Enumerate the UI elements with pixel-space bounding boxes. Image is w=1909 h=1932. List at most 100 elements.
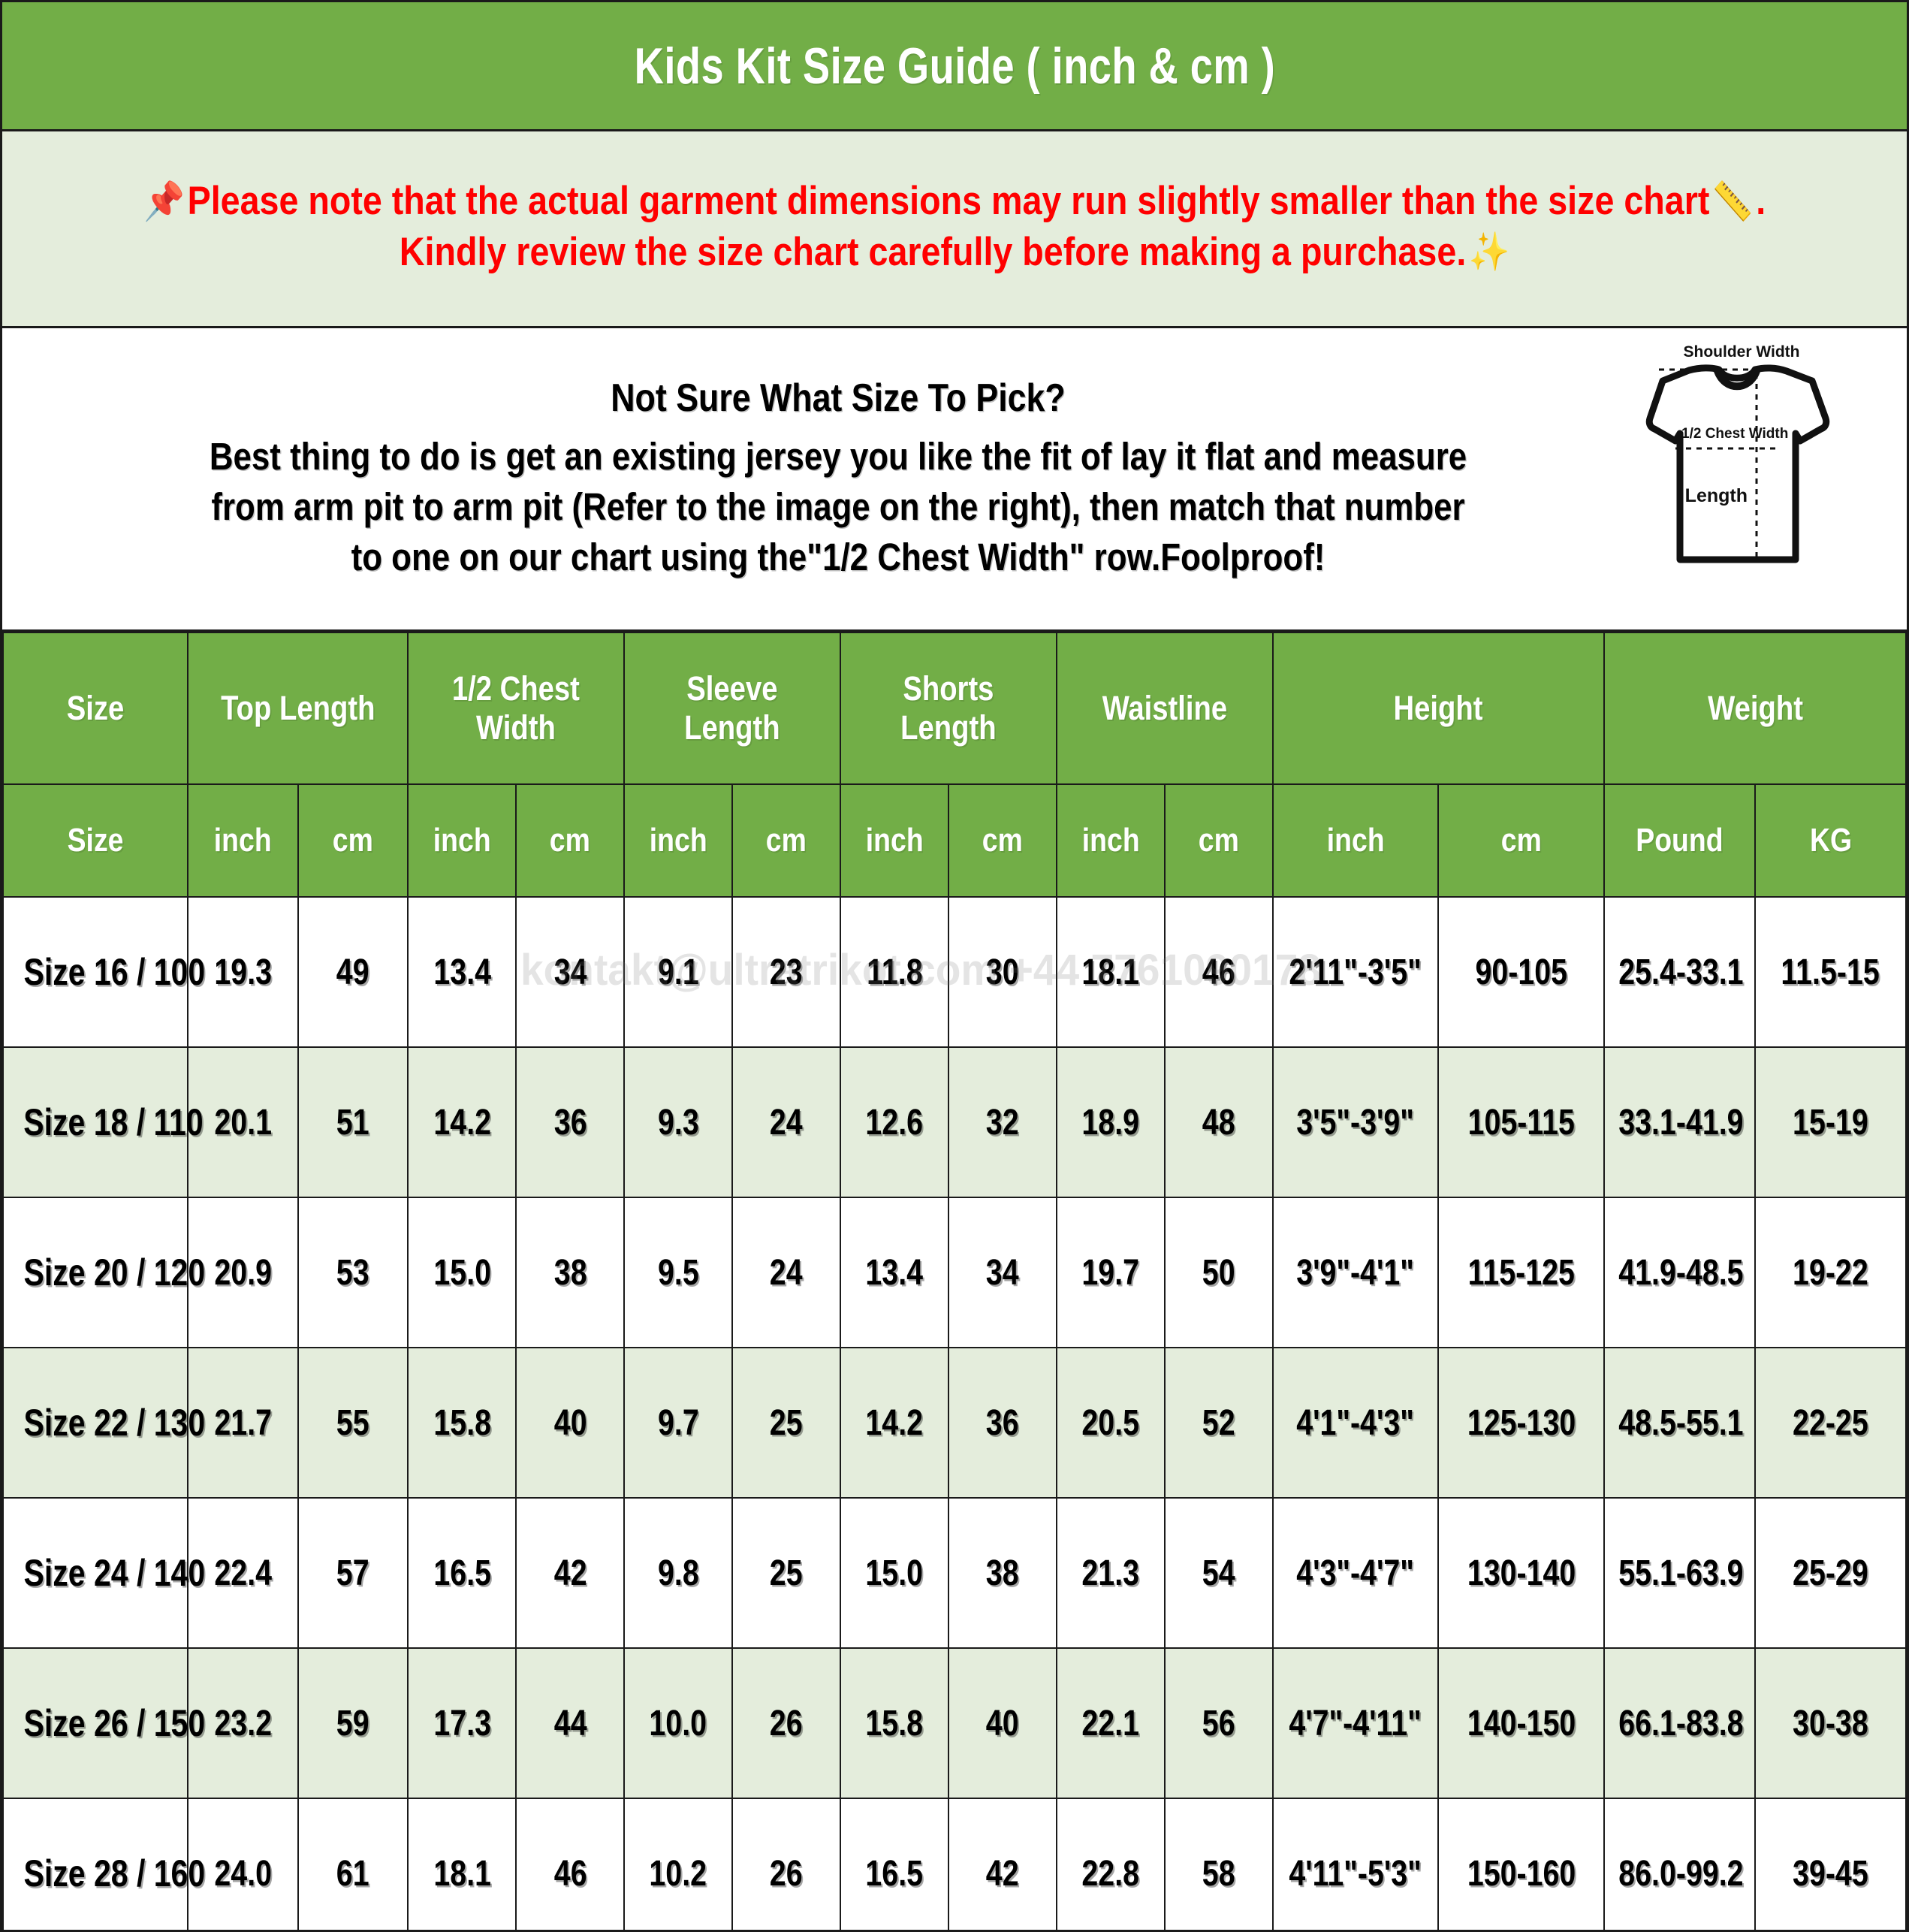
table-cell-value: 46	[1202, 952, 1235, 992]
table-unit-header-label: inch	[433, 822, 491, 859]
table-cell: 18.9	[1055, 1046, 1166, 1198]
table-cell-value: 19-22	[1793, 1252, 1868, 1293]
table-cell-value: 42	[985, 1853, 1019, 1894]
table-row: Size 18 / 110 20.1 51 14.2 36 9.3 24 12.6 32 18.9…	[2, 1046, 1907, 1198]
table-unit-header-cell: inch	[623, 783, 734, 898]
table-unit-header-cell: cm	[1163, 783, 1274, 898]
table-cell: 61	[297, 1798, 409, 1930]
table-cell-size: Size 26 / 150	[2, 1647, 205, 1799]
table-unit-header-cell: cm	[515, 783, 626, 898]
table-cell-value: 15-19	[1793, 1102, 1868, 1143]
table-cell-value: 11.8	[866, 952, 923, 992]
table-cell-value: 90-105	[1475, 952, 1568, 992]
table-cell: 19.7	[1055, 1197, 1166, 1348]
table-cell: 90-105	[1437, 896, 1606, 1048]
table-group-header-cell: Height	[1271, 632, 1606, 785]
table-cell-value: 19.7	[1081, 1252, 1140, 1293]
table-group-header-cell: Shorts Length	[840, 632, 1057, 785]
tshirt-measurement-diagram: Shoulder Width 1/2 Chest Width Length	[1629, 334, 1854, 612]
table-cell-value: 4'3"-4'7"	[1296, 1553, 1415, 1593]
table-cell: 4'3"-4'7"	[1271, 1497, 1440, 1649]
alert-line-2-text: Kindly review the size chart carefully b…	[399, 229, 1467, 274]
table-group-header-row: Size Top Length 1/2 Chest Width Sleeve Leng…	[2, 632, 1907, 785]
table-unit-header-cell: inch	[407, 783, 517, 898]
table-cell-value: 55	[336, 1402, 370, 1443]
table-cell-size: Size 16 / 100	[2, 896, 205, 1048]
table-cell-value: 4'11"-5'3"	[1289, 1853, 1422, 1894]
table-unit-header-cell: Size	[2, 783, 189, 898]
table-group-header-label: Size	[66, 688, 125, 727]
table-cell-value: 48.5-55.1	[1618, 1402, 1744, 1443]
table-cell-value: 3'5"-3'9"	[1296, 1102, 1415, 1143]
table-group-header-cell: Size	[2, 632, 189, 785]
table-cell-value: 13.4	[865, 1252, 924, 1293]
table-unit-header-cell: inch	[1055, 783, 1166, 898]
table-cell-value: 17.3	[433, 1703, 491, 1743]
table-cell: 46	[515, 1798, 626, 1930]
table-cell-value: 18.1	[433, 1853, 491, 1894]
table-unit-header-cell: inch	[1271, 783, 1440, 898]
table-cell-value: 51	[336, 1102, 370, 1143]
table-cell-value: 40	[985, 1703, 1019, 1743]
table-cell: 38	[947, 1497, 1057, 1649]
table-cell: 22.1	[1055, 1647, 1166, 1799]
table-unit-header-label: inch	[214, 822, 273, 859]
table-cell-value: 22.4	[214, 1553, 272, 1593]
table-cell-value: Size 28 / 160	[23, 1852, 206, 1894]
table-unit-header-cell: KG	[1754, 783, 1907, 898]
table-cell-value: 38	[985, 1553, 1019, 1593]
table-cell-value: 25	[770, 1553, 803, 1593]
table-cell-value: 57	[336, 1553, 370, 1593]
table-row: Size 24 / 140 22.4 57 16.5 42 9.8 25 15.0 38 21.3…	[2, 1497, 1907, 1649]
size-chart-table: Size Top Length 1/2 Chest Width Sleeve Leng…	[2, 632, 1907, 1930]
table-cell: 40	[947, 1647, 1057, 1799]
table-cell: 4'11"-5'3"	[1271, 1798, 1440, 1930]
table-cell-value: 14.2	[433, 1102, 491, 1143]
alert-line-2: Kindly review the size chart carefully b…	[400, 227, 1510, 278]
table-cell: 24	[731, 1197, 842, 1348]
table-cell: 34	[947, 1197, 1057, 1348]
table-cell: 24	[731, 1046, 842, 1198]
table-cell-value: 33.1-41.9	[1618, 1102, 1744, 1143]
table-cell: 14.2	[840, 1347, 949, 1499]
table-cell-value: Size 22 / 130	[23, 1402, 206, 1444]
table-cell: 15.8	[840, 1647, 949, 1799]
table-cell-value: Size 26 / 150	[23, 1702, 206, 1744]
page-title: Kids Kit Size Guide ( inch & cm )	[634, 37, 1275, 95]
table-cell: 30	[947, 896, 1057, 1048]
table-cell-value: 105-115	[1467, 1102, 1576, 1143]
table-cell: 22-25	[1754, 1347, 1907, 1499]
table-cell: 86.0-99.2	[1603, 1798, 1757, 1930]
table-cell-value: 41.9-48.5	[1618, 1252, 1744, 1293]
table-cell: 55.1-63.9	[1603, 1497, 1757, 1649]
table-cell-value: 16.5	[865, 1853, 924, 1894]
table-cell-value: 59	[336, 1703, 370, 1743]
table-cell: 18.1	[1055, 896, 1166, 1048]
info-band: Not Sure What Size To Pick? Best thing t…	[2, 328, 1907, 632]
table-cell-value: 86.0-99.2	[1618, 1853, 1744, 1894]
table-cell-value: 4'7"-4'11"	[1289, 1703, 1422, 1743]
table-cell-value: 4'1"-4'3"	[1296, 1402, 1415, 1443]
table-cell-value: 19.3	[214, 952, 272, 992]
table-cell: 17.3	[407, 1647, 517, 1799]
table-cell-value: 12.6	[865, 1102, 924, 1143]
table-cell: 3'9"-4'1"	[1271, 1197, 1440, 1348]
table-cell-value: 36	[985, 1402, 1019, 1443]
table-cell-value: 34	[553, 952, 587, 992]
table-cell-value: 2'11"-3'5"	[1289, 952, 1422, 992]
table-cell: 4'7"-4'11"	[1271, 1647, 1440, 1799]
table-cell: 105-115	[1437, 1046, 1606, 1198]
table-cell: 49	[297, 896, 409, 1048]
table-unit-header-label: cm	[982, 822, 1023, 859]
table-cell: 40	[515, 1347, 626, 1499]
table-group-header-label: Shorts Length	[900, 669, 997, 747]
table-cell-value: 40	[553, 1402, 587, 1443]
table-cell-value: 20.1	[214, 1102, 272, 1143]
table-cell: 11.8	[840, 896, 949, 1048]
alert-band: 📌 Please note that the actual garment dim…	[2, 131, 1907, 328]
table-cell: 25-29	[1754, 1497, 1907, 1649]
table-unit-header-cell: Pound	[1603, 783, 1757, 898]
table-cell: 36	[947, 1347, 1057, 1499]
table-row: Size 26 / 150 23.2 59 17.3 44 10.0 26 15.8 40 22.…	[2, 1647, 1907, 1799]
table-cell-value: 58	[1202, 1853, 1235, 1894]
